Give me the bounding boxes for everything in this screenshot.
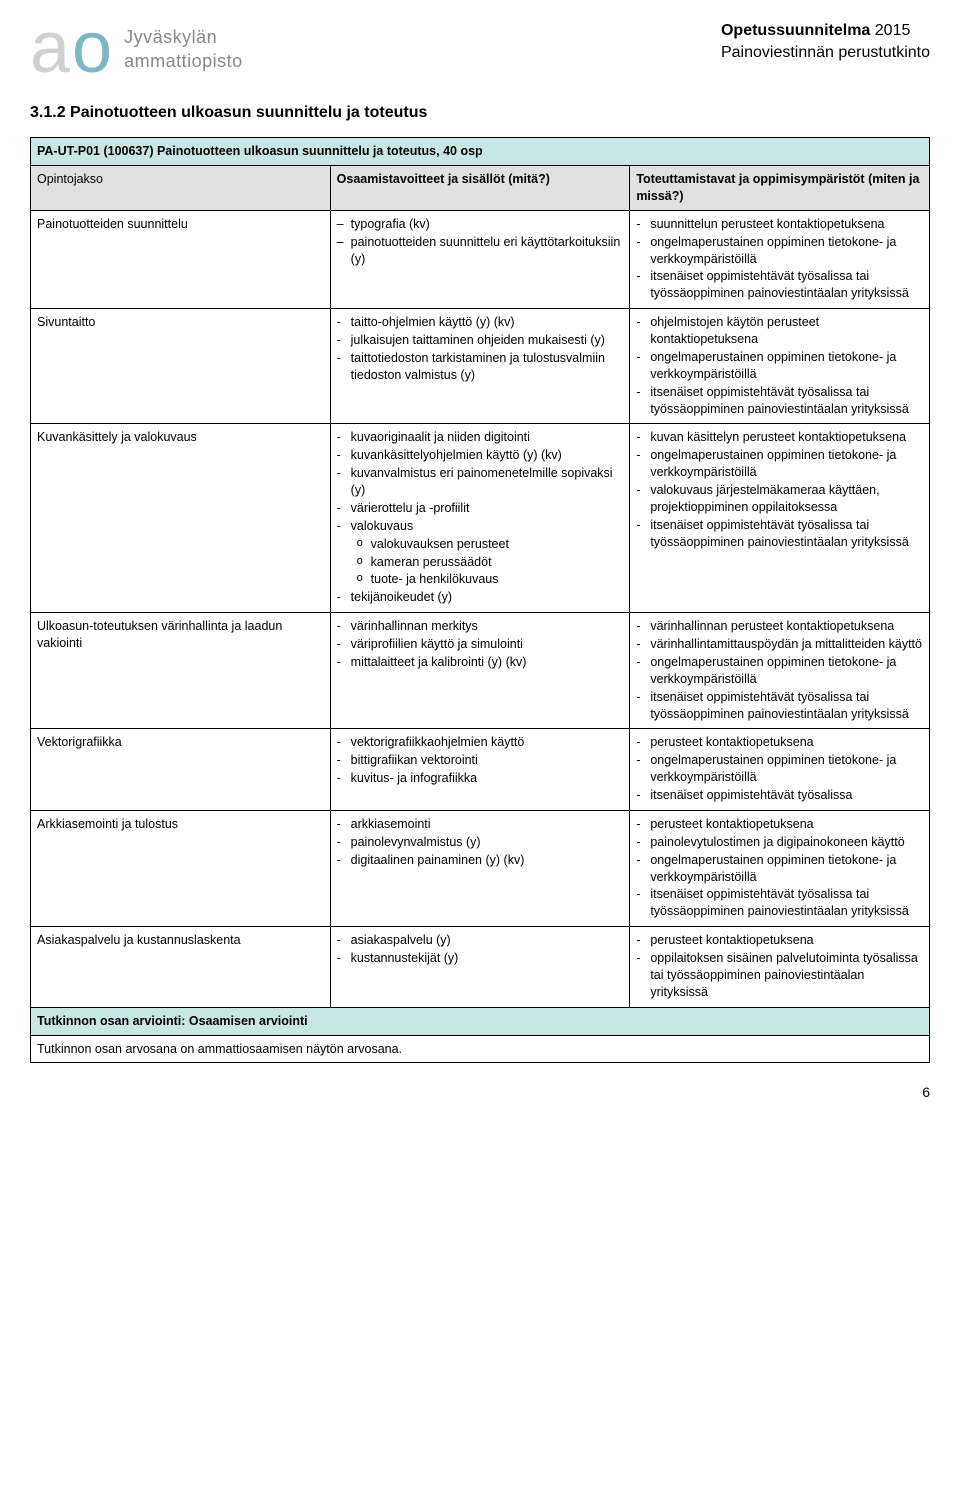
list-item: oppilaitoksen sisäinen palvelutoiminta t… xyxy=(636,950,923,1001)
list-item: painolevytulostimen ja digipainokoneen k… xyxy=(636,834,923,851)
list-item: kuvitus- ja infografiikka xyxy=(337,770,624,787)
row-label: Vektorigrafiikka xyxy=(31,729,331,811)
page-number: 6 xyxy=(30,1083,930,1102)
list-item: painotuotteiden suunnittelu eri käyttöta… xyxy=(337,234,624,268)
row-label: Kuvankäsittely ja valokuvaus xyxy=(31,424,331,613)
list-item: asiakaspalvelu (y) xyxy=(337,932,624,949)
page-header: ao Jyväskylän ammattiopisto Opetussuunni… xyxy=(30,20,930,78)
row-methods: perusteet kontaktiopetuksenaongelmaperus… xyxy=(630,729,930,811)
list-item: vektorigrafiikkaohjelmien käyttö xyxy=(337,734,624,751)
table-row: Vektorigrafiikkavektorigrafiikkaohjelmie… xyxy=(31,729,930,811)
list-item: perusteet kontaktiopetuksena xyxy=(636,734,923,751)
row-label: Sivuntaitto xyxy=(31,309,331,424)
table-header-col2: Osaamistavoitteet ja sisällöt (mitä?) xyxy=(330,166,630,211)
list-item: valokuvauksen perusteet xyxy=(357,536,624,553)
row-methods: perusteet kontaktiopetuksenapainolevytul… xyxy=(630,810,930,926)
list-item: perusteet kontaktiopetuksena xyxy=(636,932,923,949)
list-item: värierottelu ja -profiilit xyxy=(337,500,624,517)
list-item: typografia (kv) xyxy=(337,216,624,233)
row-label: Asiakaspalvelu ja kustannuslaskenta xyxy=(31,927,331,1008)
table-row: Sivuntaittotaitto-ohjelmien käyttö (y) (… xyxy=(31,309,930,424)
list-item: perusteet kontaktiopetuksena xyxy=(636,816,923,833)
list-item: itsenäiset oppimistehtävät työsalissa ta… xyxy=(636,886,923,920)
list-item: valokuvaus xyxy=(337,518,624,535)
table-header-col1: Opintojakso xyxy=(31,166,331,211)
table-row: Ulkoasun-toteutuksen värinhallinta ja la… xyxy=(31,613,930,729)
list-item: ongelmaperustainen oppiminen tietokone- … xyxy=(636,654,923,688)
table-header-col3: Toteuttamistavat ja oppimisympäristöt (m… xyxy=(630,166,930,211)
list-item: kuvaoriginaalit ja niiden digitointi xyxy=(337,429,624,446)
table-footer-row: Tutkinnon osan arviointi: Osaamisen arvi… xyxy=(31,1007,930,1035)
row-content: typografia (kv)painotuotteiden suunnitte… xyxy=(330,210,630,308)
list-item: väriprofiilien käyttö ja simulointi xyxy=(337,636,624,653)
header-right-line1: Opetussuunnitelma 2015 xyxy=(721,20,930,42)
row-methods: värinhallinnan perusteet kontaktiopetuks… xyxy=(630,613,930,729)
logo-block: ao Jyväskylän ammattiopisto xyxy=(30,20,243,78)
table-row: Arkkiasemointi ja tulostusarkkiasemointi… xyxy=(31,810,930,926)
list-item: digitaalinen painaminen (y) (kv) xyxy=(337,852,624,869)
list-item: itsenäiset oppimistehtävät työsalissa ta… xyxy=(636,268,923,302)
list-item: värinhallinnan perusteet kontaktiopetuks… xyxy=(636,618,923,635)
row-methods: perusteet kontaktiopetuksenaoppilaitokse… xyxy=(630,927,930,1008)
row-content: asiakaspalvelu (y)kustannustekijät (y) xyxy=(330,927,630,1008)
list-item: mittalaitteet ja kalibrointi (y) (kv) xyxy=(337,654,624,671)
table-row: Painotuotteiden suunnittelutypografia (k… xyxy=(31,210,930,308)
list-item: itsenäiset oppimistehtävät työsalissa ta… xyxy=(636,689,923,723)
row-methods: ohjelmistojen käytön perusteet kontaktio… xyxy=(630,309,930,424)
row-content: kuvaoriginaalit ja niiden digitointikuva… xyxy=(330,424,630,613)
list-item: painolevynvalmistus (y) xyxy=(337,834,624,851)
list-item: ohjelmistojen käytön perusteet kontaktio… xyxy=(636,314,923,348)
row-content: värinhallinnan merkitysväriprofiilien kä… xyxy=(330,613,630,729)
row-label: Arkkiasemointi ja tulostus xyxy=(31,810,331,926)
row-content: vektorigrafiikkaohjelmien käyttöbittigra… xyxy=(330,729,630,811)
list-item: suunnittelun perusteet kontaktiopetuksen… xyxy=(636,216,923,233)
curriculum-table: PA-UT-P01 (100637) Painotuotteen ulkoasu… xyxy=(30,137,930,1063)
row-methods: kuvan käsittelyn perusteet kontaktiopetu… xyxy=(630,424,930,613)
list-item: tekijänoikeudet (y) xyxy=(337,589,624,606)
list-item: julkaisujen taittaminen ohjeiden mukaise… xyxy=(337,332,624,349)
list-item: ongelmaperustainen oppiminen tietokone- … xyxy=(636,234,923,268)
list-item: kuvankäsittelyohjelmien käyttö (y) (kv) xyxy=(337,447,624,464)
logo-letter-a: a xyxy=(30,20,64,78)
table-row: Asiakaspalvelu ja kustannuslaskentaasiak… xyxy=(31,927,930,1008)
logo-text-line2: ammattiopisto xyxy=(124,49,243,73)
list-item: tuote- ja henkilökuvaus xyxy=(357,571,624,588)
list-item: kustannustekijät (y) xyxy=(337,950,624,967)
row-content: arkkiasemointipainolevynvalmistus (y)dig… xyxy=(330,810,630,926)
list-item: itsenäiset oppimistehtävät työsalissa ta… xyxy=(636,517,923,551)
row-label: Ulkoasun-toteutuksen värinhallinta ja la… xyxy=(31,613,331,729)
list-item: itsenäiset oppimistehtävät työsalissa xyxy=(636,787,923,804)
logo-text-line1: Jyväskylän xyxy=(124,25,243,49)
table-row: Kuvankäsittely ja valokuvauskuvaoriginaa… xyxy=(31,424,930,613)
list-item: kuvan käsittelyn perusteet kontaktiopetu… xyxy=(636,429,923,446)
list-item: ongelmaperustainen oppiminen tietokone- … xyxy=(636,852,923,886)
list-item: värinhallinnan merkitys xyxy=(337,618,624,635)
list-item: ongelmaperustainen oppiminen tietokone- … xyxy=(636,752,923,786)
logo-letter-o: o xyxy=(72,20,106,78)
list-item: bittigrafiikan vektorointi xyxy=(337,752,624,769)
row-label: Painotuotteiden suunnittelu xyxy=(31,210,331,308)
list-item: valokuvaus järjestelmäkameraa käyttäen, … xyxy=(636,482,923,516)
list-item: arkkiasemointi xyxy=(337,816,624,833)
list-item: kuvanvalmistus eri painomenetelmille sop… xyxy=(337,465,624,499)
list-item: itsenäiset oppimistehtävät työsalissa ta… xyxy=(636,384,923,418)
row-methods: suunnittelun perusteet kontaktiopetuksen… xyxy=(630,210,930,308)
logo-text: Jyväskylän ammattiopisto xyxy=(124,25,243,74)
list-item: ongelmaperustainen oppiminen tietokone- … xyxy=(636,349,923,383)
row-content: taitto-ohjelmien käyttö (y) (kv)julkaisu… xyxy=(330,309,630,424)
section-title: 3.1.2 Painotuotteen ulkoasun suunnittelu… xyxy=(30,102,930,124)
list-item: ongelmaperustainen oppiminen tietokone- … xyxy=(636,447,923,481)
list-item: kameran perussäädöt xyxy=(357,554,624,571)
list-item: taitto-ohjelmien käyttö (y) (kv) xyxy=(337,314,624,331)
list-item: taittotiedoston tarkistaminen ja tulostu… xyxy=(337,350,624,384)
table-title-row: PA-UT-P01 (100637) Painotuotteen ulkoasu… xyxy=(31,138,930,166)
table-final-row: Tutkinnon osan arvosana on ammattiosaami… xyxy=(31,1035,930,1063)
list-item: värinhallintamittauspöydän ja mittalitte… xyxy=(636,636,923,653)
header-right-line2: Painoviestinnän perustutkinto xyxy=(721,42,930,64)
header-right: Opetussuunnitelma 2015 Painoviestinnän p… xyxy=(721,20,930,63)
